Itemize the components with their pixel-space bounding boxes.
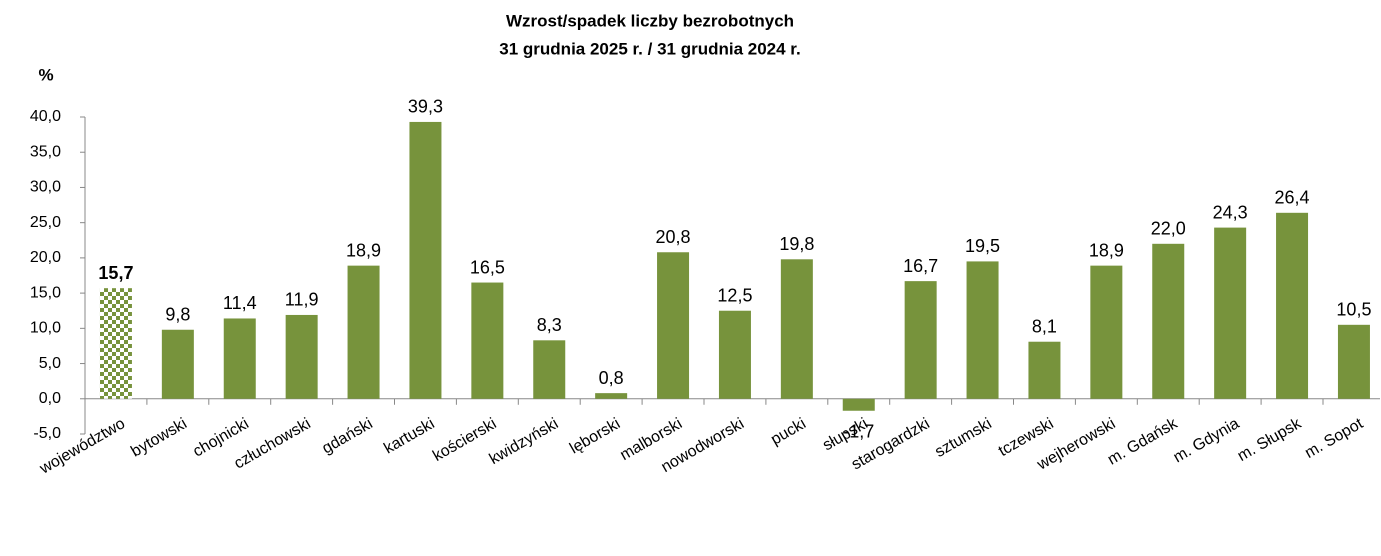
chart-subtitle: 31 grudnia 2025 r. / 31 grudnia 2024 r. (499, 39, 800, 58)
x-tick-label: kwidzyński (487, 415, 562, 468)
bar (347, 265, 380, 399)
x-tick-label: m. Słupsk (1235, 415, 1305, 465)
value-label: 16,5 (470, 257, 505, 277)
value-label: 39,3 (408, 97, 443, 117)
value-label: 18,9 (346, 240, 381, 260)
value-label: 26,4 (1275, 188, 1310, 208)
value-label: 22,0 (1151, 219, 1186, 239)
value-label: 19,8 (779, 234, 814, 254)
value-label: 8,1 (1032, 316, 1057, 336)
bar (99, 288, 132, 399)
y-tick-label: 10,0 (30, 320, 61, 337)
y-tick-label: 5,0 (39, 355, 61, 372)
value-label: 10,5 (1336, 300, 1371, 320)
value-label: 0,8 (599, 368, 624, 388)
bar (1276, 212, 1309, 399)
chart-title: Wzrost/spadek liczby bezrobotnych (506, 11, 794, 30)
y-tick-label: -5,0 (33, 425, 61, 442)
value-label: 18,9 (1089, 240, 1124, 260)
bar (161, 329, 194, 399)
x-tick-label: kartuski (381, 415, 437, 457)
bar (223, 318, 256, 399)
value-label: 20,8 (656, 227, 691, 247)
bar (1028, 341, 1061, 399)
value-label: 11,9 (285, 290, 319, 310)
y-axis-label: % (38, 65, 53, 84)
x-tick-label: m. Sopot (1302, 415, 1366, 462)
value-label: 12,5 (717, 285, 752, 305)
bar (533, 340, 566, 399)
bar (780, 259, 813, 399)
bar (595, 393, 628, 399)
bar (842, 398, 875, 411)
bar (1090, 265, 1123, 399)
x-tick-label: gdański (319, 415, 375, 457)
bar (966, 261, 999, 399)
bar (1152, 243, 1185, 399)
value-label: 19,5 (965, 236, 1000, 256)
y-tick-label: 30,0 (30, 179, 61, 196)
y-tick-label: 35,0 (30, 143, 61, 160)
value-label: 24,3 (1213, 202, 1248, 222)
x-tick-label: pucki (768, 415, 809, 448)
x-tick-label: sztumski (932, 415, 994, 461)
bar (285, 314, 318, 399)
value-label: 8,3 (537, 315, 562, 335)
bar (657, 252, 690, 399)
y-tick-label: 15,0 (30, 284, 61, 301)
y-tick-label: 40,0 (30, 108, 61, 125)
y-tick-label: 25,0 (30, 214, 61, 231)
bar (409, 121, 442, 399)
y-tick-label: 20,0 (30, 249, 61, 266)
bar (471, 282, 504, 399)
y-tick-label: 0,0 (39, 390, 61, 407)
x-tick-label: bytowski (128, 415, 190, 460)
bar (1337, 324, 1370, 399)
value-label: 9,8 (165, 304, 190, 324)
x-tick-label: lęborski (567, 415, 623, 457)
x-tick-label: m. Gdańsk (1105, 415, 1181, 469)
value-label: 16,7 (903, 256, 938, 276)
value-label: 15,7 (98, 263, 133, 283)
bar (1214, 227, 1247, 399)
value-label: 11,4 (223, 293, 257, 313)
value-label: -1,7 (843, 422, 874, 442)
bar (718, 310, 751, 399)
x-tick-label: m. Gdynia (1171, 415, 1243, 466)
bar (904, 281, 937, 399)
